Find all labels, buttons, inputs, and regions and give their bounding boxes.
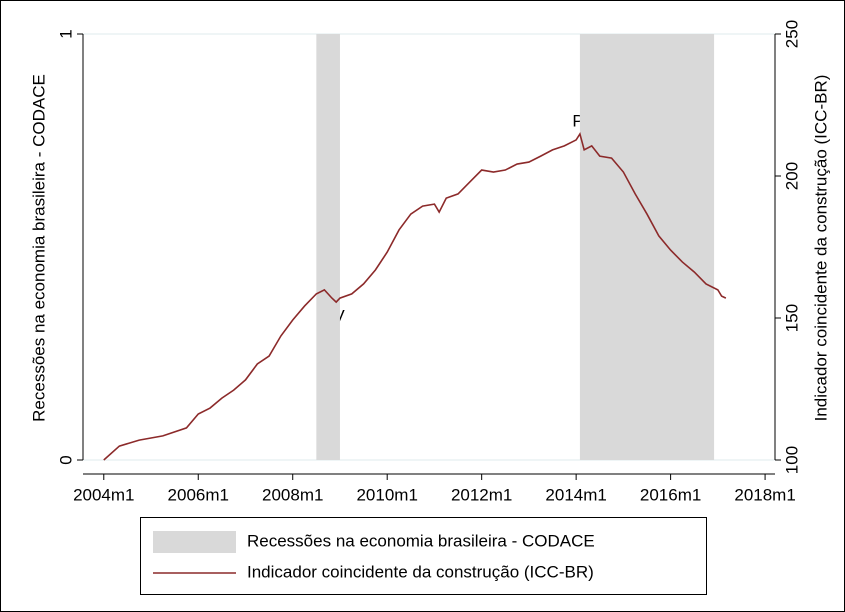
x-tick-label: 2018m1 (734, 485, 795, 504)
x-tick-label: 2010m1 (356, 485, 417, 504)
legend-swatch (153, 531, 236, 553)
x-tick-label: 2014m1 (545, 485, 606, 504)
x-tick-label: 2016m1 (640, 485, 701, 504)
x-tick-label: 2012m1 (451, 485, 512, 504)
legend (140, 517, 707, 595)
x-tick-label: 2008m1 (262, 485, 323, 504)
legend-label: Recessões na economia brasileira - CODAC… (247, 531, 595, 550)
y2-axis-title: Indicador coincidente da construção (ICC… (811, 75, 830, 422)
data-line (103, 132, 727, 461)
annotation: P (572, 111, 583, 130)
y-tick-label: 0 (56, 455, 75, 464)
x-tick-label: 2004m1 (73, 485, 134, 504)
recession-span (579, 34, 715, 460)
y-tick-label: 1 (56, 29, 75, 38)
y2-tick-label: 150 (782, 304, 801, 332)
legend-label: Indicador coincidente da construção (ICC… (247, 562, 594, 581)
y2-tick-label: 250 (782, 20, 801, 48)
y2-tick-label: 100 (782, 446, 801, 474)
x-tick-label: 2006m1 (168, 485, 229, 504)
y-axis-title: Recessões na economia brasileira - CODAC… (29, 74, 48, 422)
y2-tick-label: 200 (782, 162, 801, 190)
recession-span (316, 34, 340, 460)
